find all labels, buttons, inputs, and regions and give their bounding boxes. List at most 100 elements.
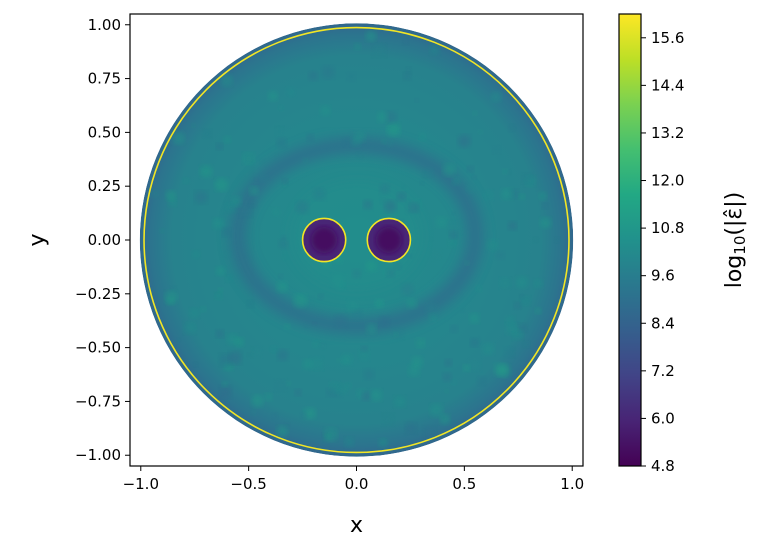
field-speckle xyxy=(476,376,487,386)
field-speckle xyxy=(215,329,224,338)
field-speckle xyxy=(444,358,453,367)
field-speckle xyxy=(267,90,279,102)
field-speckle xyxy=(312,340,320,348)
field-speckle xyxy=(403,71,412,81)
field-speckle xyxy=(401,184,406,189)
field-speckle xyxy=(228,351,242,365)
field-speckle xyxy=(319,342,327,350)
field-speckle xyxy=(344,436,355,448)
field-speckle xyxy=(219,73,234,87)
colorbar-tick-label: 8.4 xyxy=(651,314,675,332)
field-speckle xyxy=(294,389,302,397)
field-speckle xyxy=(539,217,552,229)
y-tick-label: −0.50 xyxy=(75,339,121,357)
field-speckle xyxy=(515,276,529,289)
field-speckle xyxy=(463,364,471,372)
y-axis-ticks: 1.00 0.75 0.50 0.25 0.00 −0.25 −0.50 −0.75 −1.00 xyxy=(75,16,130,464)
field-speckle xyxy=(522,340,530,349)
field-speckle xyxy=(159,228,165,234)
field-speckle xyxy=(520,295,531,306)
field-speckle xyxy=(381,139,387,145)
field-speckle xyxy=(385,138,394,147)
heatmap-plot xyxy=(139,23,574,457)
field-speckle xyxy=(451,177,461,186)
field-speckle xyxy=(385,268,395,278)
colorbar-ticks: 4.8 6.0 7.2 8.4 9.6 10.8 12.0 13.2 14.4 15.6 xyxy=(641,29,684,475)
field-speckle xyxy=(431,249,443,261)
field-speckle xyxy=(483,190,494,201)
field-speckle xyxy=(554,236,561,243)
field-speckle xyxy=(384,200,397,213)
field-speckle xyxy=(366,323,377,335)
field-speckle xyxy=(418,132,427,141)
field-speckle xyxy=(475,285,483,292)
x-tick-label: 0.0 xyxy=(345,475,369,493)
field-speckle xyxy=(248,199,257,208)
colorbar-gradient xyxy=(619,14,641,466)
field-speckle xyxy=(351,268,362,279)
field-speckle xyxy=(507,221,517,231)
colorbar-tick-label: 9.6 xyxy=(651,267,675,285)
field-speckle xyxy=(444,388,449,394)
field-speckle xyxy=(309,356,324,371)
field-speckle xyxy=(505,322,518,336)
colorbar-tick-label: 13.2 xyxy=(651,124,684,142)
field-speckle xyxy=(518,193,525,200)
field-speckle xyxy=(429,44,440,56)
field-speckle xyxy=(404,421,417,435)
colorbar-tick-label: 7.2 xyxy=(651,362,675,380)
x-tick-label: −1.0 xyxy=(123,475,159,493)
field-speckle xyxy=(358,349,370,362)
field-speckle xyxy=(501,187,514,201)
field-speckle xyxy=(323,427,338,442)
field-speckle xyxy=(216,143,224,150)
colorbar-frame xyxy=(618,13,642,467)
field-speckle xyxy=(214,177,229,192)
field-speckle xyxy=(276,137,287,148)
field-speckle xyxy=(468,358,481,372)
field-speckle xyxy=(226,333,239,346)
field-speckle xyxy=(353,43,362,51)
field-speckle xyxy=(448,220,463,235)
field-speckle xyxy=(429,403,444,418)
field-speckle xyxy=(460,308,466,314)
field-speckle xyxy=(379,196,388,205)
field-speckle xyxy=(386,122,401,137)
field-speckle xyxy=(239,204,253,218)
field-speckle xyxy=(183,321,197,335)
field-speckle xyxy=(274,379,287,392)
field-speckle xyxy=(223,136,232,144)
colorbar-tick-label: 14.4 xyxy=(651,76,684,94)
field-speckle xyxy=(300,412,307,419)
field-speckle xyxy=(313,187,327,201)
field-speckle xyxy=(278,273,284,279)
y-tick-label: −0.25 xyxy=(75,285,121,303)
field-speckle xyxy=(295,200,310,214)
field-speckle xyxy=(506,169,512,175)
colorbar: 4.8 6.0 7.2 8.4 9.6 10.8 12.0 13.2 14.4 15.6 log1… xyxy=(618,13,749,475)
field-speckle xyxy=(281,178,289,185)
field-speckle xyxy=(490,91,502,103)
field-speckle xyxy=(171,131,186,145)
field-speckle xyxy=(450,378,458,386)
field-speckle xyxy=(499,277,512,289)
field-speckle xyxy=(276,425,289,438)
field-speckle xyxy=(435,216,448,228)
field-speckle xyxy=(274,152,279,157)
field-speckle xyxy=(264,393,273,401)
x-tick-label: 1.0 xyxy=(560,475,584,493)
field-speckle xyxy=(259,173,269,182)
field-speckle xyxy=(423,426,437,440)
field-speckle xyxy=(334,313,348,328)
field-speckle xyxy=(281,235,286,240)
colorbar-tick-label: 12.0 xyxy=(651,172,684,190)
field-speckle xyxy=(325,433,331,440)
field-speckle xyxy=(164,290,178,304)
field-speckle xyxy=(442,163,456,177)
outer-boundary-circle xyxy=(143,26,570,454)
field-speckle xyxy=(408,253,413,259)
field-speckle xyxy=(495,250,505,260)
field-speckle xyxy=(304,407,316,420)
field-speckle xyxy=(393,262,402,271)
